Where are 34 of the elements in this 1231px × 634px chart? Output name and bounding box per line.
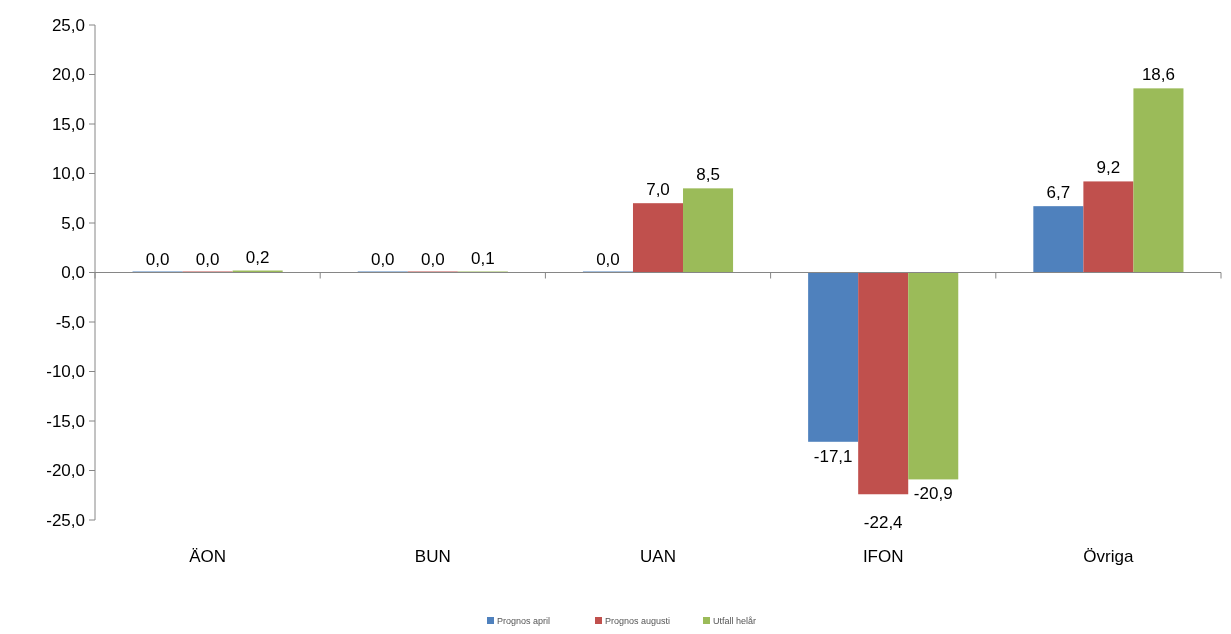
- data-label: 8,5: [696, 165, 720, 185]
- data-label: -20,9: [913, 484, 953, 504]
- x-tick-label: UAN: [640, 547, 676, 566]
- data-label: 0,0: [420, 249, 445, 269]
- data-label: 0,0: [195, 249, 220, 269]
- y-tick-label: -20,0: [46, 461, 85, 481]
- y-tick-label: 0,0: [61, 263, 85, 283]
- x-tick-label: BUN: [414, 547, 451, 566]
- data-label: 0,0: [370, 249, 395, 269]
- x-tick-label: Övriga: [1083, 547, 1134, 566]
- legend-label: Prognos april: [497, 616, 551, 626]
- y-tick-label: 20,0: [51, 65, 85, 85]
- x-tick-label: ÄON: [189, 547, 227, 566]
- data-label: 0,2: [245, 247, 270, 267]
- data-label: 7,0: [646, 180, 670, 200]
- data-label: 6,7: [1046, 183, 1071, 203]
- data-label: 0,0: [596, 249, 620, 269]
- y-tick-label: 15,0: [51, 114, 85, 134]
- y-tick-label: -25,0: [46, 510, 85, 530]
- y-tick-label: 25,0: [51, 15, 85, 35]
- y-tick-label: -5,0: [55, 312, 85, 332]
- data-label: 0,1: [471, 248, 495, 268]
- legend-label: Utfall helår: [713, 616, 757, 626]
- x-tick-label: IFON: [862, 547, 904, 566]
- data-label: -22,4: [863, 513, 903, 533]
- data-label: 18,6: [1141, 65, 1175, 85]
- data-label: -17,1: [813, 446, 853, 466]
- data-label: 9,2: [1096, 158, 1121, 178]
- legend-label: Prognos augusti: [605, 616, 671, 626]
- y-tick-label: -15,0: [46, 411, 85, 431]
- y-tick-label: -10,0: [46, 362, 85, 382]
- y-tick-label: 10,0: [51, 164, 85, 184]
- data-label: 0,0: [145, 249, 170, 269]
- y-tick-label: 5,0: [61, 213, 85, 233]
